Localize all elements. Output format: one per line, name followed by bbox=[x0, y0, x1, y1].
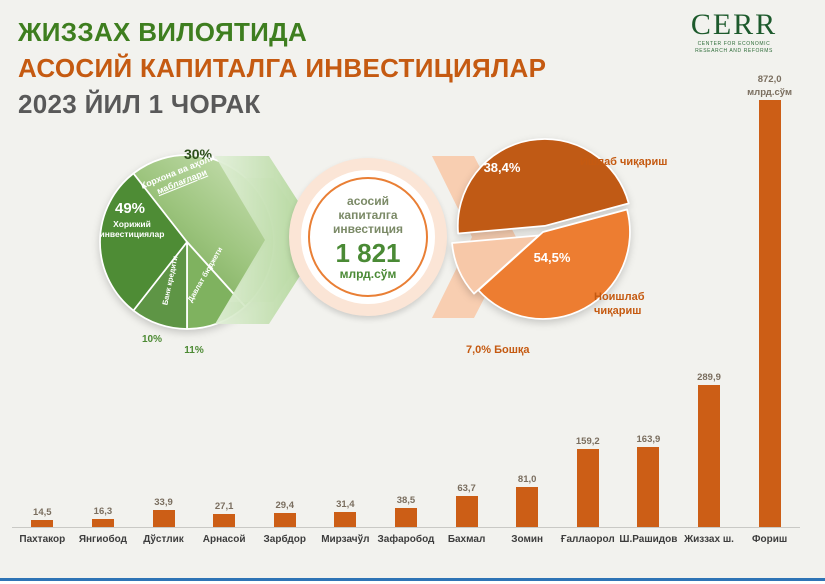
bar bbox=[31, 520, 54, 527]
usage-pct-nonproduction: 54,5% bbox=[533, 250, 571, 265]
bar-value-label: 29,4 bbox=[275, 500, 294, 511]
bar-column: 38,5 bbox=[376, 495, 437, 527]
usage-pct-production: 38,4% bbox=[483, 160, 521, 175]
bar bbox=[152, 510, 175, 527]
usage-slice-other-70 bbox=[451, 234, 540, 295]
bar-column: 16,3 bbox=[73, 506, 134, 527]
usage-label-nonproduction-line1: Ноишлаб bbox=[594, 291, 645, 303]
bar-column: 163,9 bbox=[618, 434, 679, 527]
bar-value-label: 289,9 bbox=[697, 372, 721, 383]
sources-pct-enterprise: 30% bbox=[183, 146, 213, 162]
title-region: ЖИЗЗАХ ВИЛОЯТИДА bbox=[18, 17, 308, 47]
bar-category-label: Арнасой bbox=[202, 534, 246, 545]
bar-column: 31,4 bbox=[315, 499, 376, 527]
bottom-margin bbox=[0, 581, 825, 584]
usage-pie-chart bbox=[451, 138, 631, 320]
bar-value-label: 159,2 bbox=[575, 436, 600, 447]
bar-value-label: 33,9 bbox=[154, 497, 173, 508]
total-investment-circle: асосий капиталга инвестиция 1 821 млрд.с… bbox=[289, 158, 447, 316]
usage-slice-nonproduction-545 bbox=[477, 208, 631, 320]
page-title: ЖИЗЗАХ ВИЛОЯТИДА АСОСИЙ КАПИТАЛГА ИНВЕСТ… bbox=[18, 14, 546, 122]
bar bbox=[273, 513, 296, 527]
bar bbox=[516, 487, 539, 527]
bar-column: 872,0 млрд.сўм bbox=[739, 74, 800, 527]
cerr-logo-text: CERR bbox=[690, 8, 778, 41]
cerr-logo: CERR CENTER FOR ECONOMIC RESEARCH AND RE… bbox=[671, 8, 797, 55]
bar bbox=[698, 385, 720, 527]
usage-slice-production-384 bbox=[456, 138, 630, 235]
usage-label-production: Ишлаб чиқариш bbox=[580, 156, 668, 168]
bar-value-label: 16,3 bbox=[93, 506, 113, 517]
bar-unit-label: млрд.сўм bbox=[747, 87, 793, 98]
bar bbox=[455, 496, 478, 527]
bar-category-label: Ғаллаорол bbox=[560, 534, 615, 545]
bar-category-label: Пахтакор bbox=[19, 534, 66, 545]
total-caption-line2: капиталга bbox=[338, 207, 398, 222]
sources-slice-foreign-49 bbox=[99, 172, 188, 312]
bar-category-label: Жиззах ш. bbox=[684, 534, 734, 545]
bar bbox=[394, 508, 417, 527]
bar-category-label: Дўстлик bbox=[143, 534, 184, 545]
bar-category-label: Мирзачўл bbox=[321, 534, 370, 545]
bar-column: 81,0 bbox=[497, 474, 558, 527]
bar-column: 29,4 bbox=[254, 500, 315, 527]
cerr-logo-subtitle-line1: CENTER FOR ECONOMIC bbox=[697, 41, 771, 47]
bar-value-label: 27,1 bbox=[214, 501, 234, 512]
sources-pct-state-budget: 11% bbox=[184, 345, 204, 356]
bar-value-label: 163,9 bbox=[636, 434, 661, 445]
bar-category-label: Бахмал bbox=[447, 534, 486, 545]
bar-column: 27,1 bbox=[194, 501, 255, 527]
bar-category-label: Янгиобод bbox=[78, 534, 127, 545]
bar-column: 159,2 bbox=[557, 436, 618, 527]
usage-label-nonproduction-line2: чиқариш bbox=[594, 305, 642, 317]
total-investment-circle-core: асосий капиталга инвестиция 1 821 млрд.с… bbox=[308, 177, 428, 297]
bar-column: 63,7 bbox=[436, 483, 497, 527]
total-value: 1 821 bbox=[335, 237, 401, 268]
bar-category-label: Зомин bbox=[511, 534, 544, 545]
bar-category-label: Зарбдор bbox=[263, 534, 306, 545]
bar bbox=[91, 519, 114, 527]
bottom-accent-line bbox=[0, 578, 825, 581]
sources-label-foreign: Хорижий инвестициялар bbox=[99, 219, 165, 239]
sources-pct-bank-credit: 10% bbox=[141, 334, 162, 345]
usage-label-other: 7,0% Бошқа bbox=[466, 344, 530, 356]
bar-category-label: Зафаробод bbox=[377, 534, 435, 545]
bar bbox=[637, 447, 660, 527]
total-caption-line3: инвестиция bbox=[332, 221, 404, 236]
bar-column: 33,9 bbox=[133, 497, 194, 527]
total-unit: млрд.сўм bbox=[339, 266, 397, 281]
bar-column: 289,9 bbox=[679, 372, 740, 527]
bar-category-label: Фориш bbox=[752, 534, 788, 545]
bar bbox=[213, 514, 236, 527]
usage-label-nonproduction: Ноишлаб чиқариш bbox=[594, 290, 684, 318]
total-caption-line1: асосий bbox=[347, 193, 389, 208]
total-investment-circle-ring: асосий капиталга инвестиция 1 821 млрд.с… bbox=[301, 170, 435, 304]
bar bbox=[334, 512, 357, 527]
bar-chart-bars: 14,5 16,3 33,9 27,1 29,4 31,4 38,5 63,7 81,0 159,… bbox=[12, 54, 800, 528]
bar-value-label: 38,5 bbox=[396, 495, 416, 506]
bar-column: 14,5 bbox=[12, 507, 73, 527]
bar-chart-labels: Пахтакор Янгиобод Дўстлик Арнасой Зарбдор Мир… bbox=[12, 531, 800, 545]
bar-value-label: 63,7 bbox=[457, 483, 476, 494]
bar-value-label: 14,5 bbox=[33, 507, 52, 518]
bar-value-label: 872,0 bbox=[757, 74, 782, 85]
bar bbox=[758, 100, 781, 527]
bar-category-label: Ш.Рашидов bbox=[619, 534, 678, 545]
cerr-logo-subtitle-line2: RESEARCH AND REFORMS bbox=[695, 48, 773, 54]
bar-value-label: 31,4 bbox=[336, 499, 355, 510]
title-subject: АСОСИЙ КАПИТАЛГА ИНВЕСТИЦИЯЛАР bbox=[18, 53, 547, 83]
title-period: 2023 ЙИЛ 1 ЧОРАК bbox=[18, 89, 261, 119]
sources-pct-foreign: 49% bbox=[114, 200, 146, 217]
bar-value-label: 81,0 bbox=[517, 474, 537, 485]
bar bbox=[576, 449, 599, 527]
